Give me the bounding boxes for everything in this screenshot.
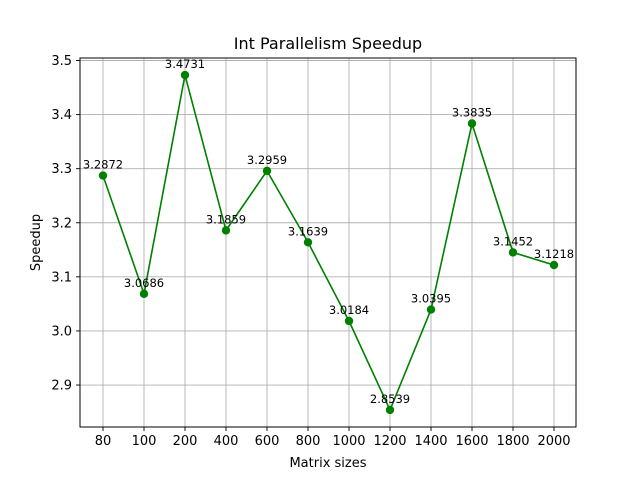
y-axis-ticks: 2.9 3.0 3.1 3.2 3.3 3.4 3.5	[51, 54, 80, 394]
x-tick-label: 200	[173, 434, 198, 449]
x-tick-label: 2000	[537, 434, 570, 449]
y-tick-label: 3.5	[51, 54, 72, 69]
x-tick-label: 1600	[455, 434, 488, 449]
data-labels: 3.2872 3.0686 3.4731 3.1859 3.2959 3.1639 3.01…	[83, 57, 574, 406]
data-point-label: 3.0395	[411, 292, 451, 306]
data-point-marker	[98, 171, 108, 180]
x-tick-label: 80	[95, 434, 112, 449]
data-point-label: 3.1218	[534, 247, 574, 261]
x-tick-label: 1400	[414, 434, 447, 449]
x-axis-label: Matrix sizes	[289, 456, 366, 471]
y-tick-label: 3.2	[51, 216, 72, 231]
series-line	[102, 74, 555, 411]
y-tick-label: 2.9	[51, 379, 72, 394]
data-point-marker	[262, 166, 272, 176]
data-point-marker	[549, 260, 559, 270]
data-point-marker	[467, 119, 477, 128]
data-point-label: 3.0686	[124, 276, 164, 290]
x-tick-label: 100	[132, 434, 157, 449]
data-point-label: 2.8539	[370, 392, 410, 406]
grid-lines	[80, 58, 576, 427]
y-tick-label: 3.1	[51, 270, 72, 285]
plot-frame	[79, 57, 577, 428]
plot-area-background	[80, 58, 576, 427]
data-point-label: 3.3835	[452, 106, 492, 120]
x-tick-label: 600	[255, 434, 280, 449]
data-point-label: 3.1859	[206, 212, 246, 226]
x-tick-label: 1800	[496, 434, 529, 449]
data-point-marker	[180, 70, 190, 80]
x-tick-label: 1200	[373, 434, 406, 449]
x-axis-ticks: 80 100 200 400 600 800 1000 1200 1400 1600 1800 200…	[95, 427, 571, 449]
y-axis-label: Speedup	[29, 214, 44, 271]
x-tick-label: 1000	[332, 434, 365, 449]
data-point-marker	[303, 238, 313, 247]
chart-title: Int Parallelism Speedup	[234, 34, 422, 53]
y-tick-label: 3.3	[51, 162, 72, 177]
series-layer	[98, 70, 559, 415]
data-point-marker	[221, 226, 231, 235]
data-point-label: 3.2872	[83, 158, 123, 172]
data-point-marker	[426, 305, 436, 314]
data-point-marker	[385, 405, 395, 415]
data-point-label: 3.2959	[247, 153, 287, 167]
data-point-marker	[344, 316, 354, 326]
data-point-marker	[508, 248, 518, 257]
x-tick-label: 400	[214, 434, 239, 449]
data-point-marker	[139, 289, 149, 299]
x-tick-label: 800	[296, 434, 321, 449]
data-point-label: 3.1639	[288, 224, 328, 238]
y-tick-label: 3.4	[51, 108, 72, 123]
y-tick-label: 3.0	[51, 324, 72, 339]
data-point-label: 3.1452	[493, 234, 533, 248]
data-point-label: 3.4731	[165, 57, 205, 71]
data-point-label: 3.0184	[329, 303, 369, 317]
